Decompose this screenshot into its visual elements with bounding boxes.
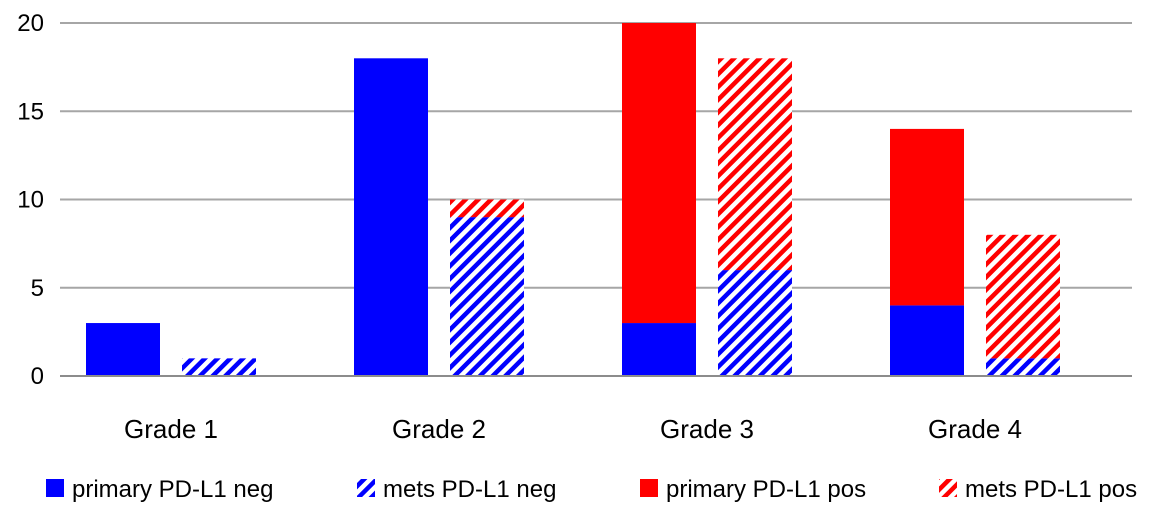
x-tick-label-grade-4: Grade 4 [928,414,1022,444]
legend-swatch-mets-pd-l1-neg [357,479,375,497]
bar-grade-3-mets-pd-l1-neg [718,270,792,376]
y-tick-label-5: 5 [31,275,44,302]
x-tick-label-grade-3: Grade 3 [660,414,754,444]
bar-grade-2-mets-pd-l1-neg [450,217,524,376]
bar-grade-3-primary-pd-l1-pos [622,23,696,324]
bar-grade-2-primary-pd-l1-neg [354,58,428,377]
bar-grade-1-mets-pd-l1-neg [182,358,256,376]
legend-label-mets-pd-l1-pos: mets PD-L1 pos [965,476,1137,503]
bar-grade-1-primary-pd-l1-neg [86,323,160,376]
legend-swatch-mets-pd-l1-pos [939,479,957,497]
bar-grade-3-primary-pd-l1-neg [622,323,696,376]
legend-item-mets-pd-l1-pos: mets PD-L1 pos [939,476,1137,503]
y-tick-label-10: 10 [17,187,44,214]
y-tick-label-0: 0 [31,363,44,390]
legend-item-primary-pd-l1-pos: primary PD-L1 pos [640,476,866,503]
y-tick-label-20: 20 [17,10,44,37]
bar-grade-4-mets-pd-l1-pos [986,234,1060,359]
x-tick-label-grade-2: Grade 2 [392,414,486,444]
legend: primary PD-L1 neg mets PD-L1 neg primary P… [46,476,1137,503]
x-axis-category-labels: Grade 1 Grade 2 Grade 3 Grade 4 [124,414,1022,444]
legend-item-primary-pd-l1-neg: primary PD-L1 neg [46,476,273,503]
bar-grade-4-mets-pd-l1-neg [986,358,1060,376]
legend-label-mets-pd-l1-neg: mets PD-L1 neg [383,476,556,503]
legend-label-primary-pd-l1-neg: primary PD-L1 neg [72,476,273,503]
y-tick-label-15: 15 [17,98,44,125]
legend-swatch-primary-pd-l1-neg [46,479,64,497]
legend-label-primary-pd-l1-pos: primary PD-L1 pos [666,476,866,503]
bar-grade-2-mets-pd-l1-pos [450,199,524,218]
legend-item-mets-pd-l1-neg: mets PD-L1 neg [357,476,556,503]
bars [86,23,1060,377]
x-tick-label-grade-1: Grade 1 [124,414,218,444]
bar-grade-4-primary-pd-l1-neg [890,305,964,376]
bar-grade-4-primary-pd-l1-pos [890,128,964,306]
legend-swatch-primary-pd-l1-pos [640,479,658,497]
y-axis-tick-labels: 0 5 10 15 20 [17,10,44,390]
bar-grade-3-mets-pd-l1-pos [718,58,792,271]
gridlines [60,22,1132,289]
